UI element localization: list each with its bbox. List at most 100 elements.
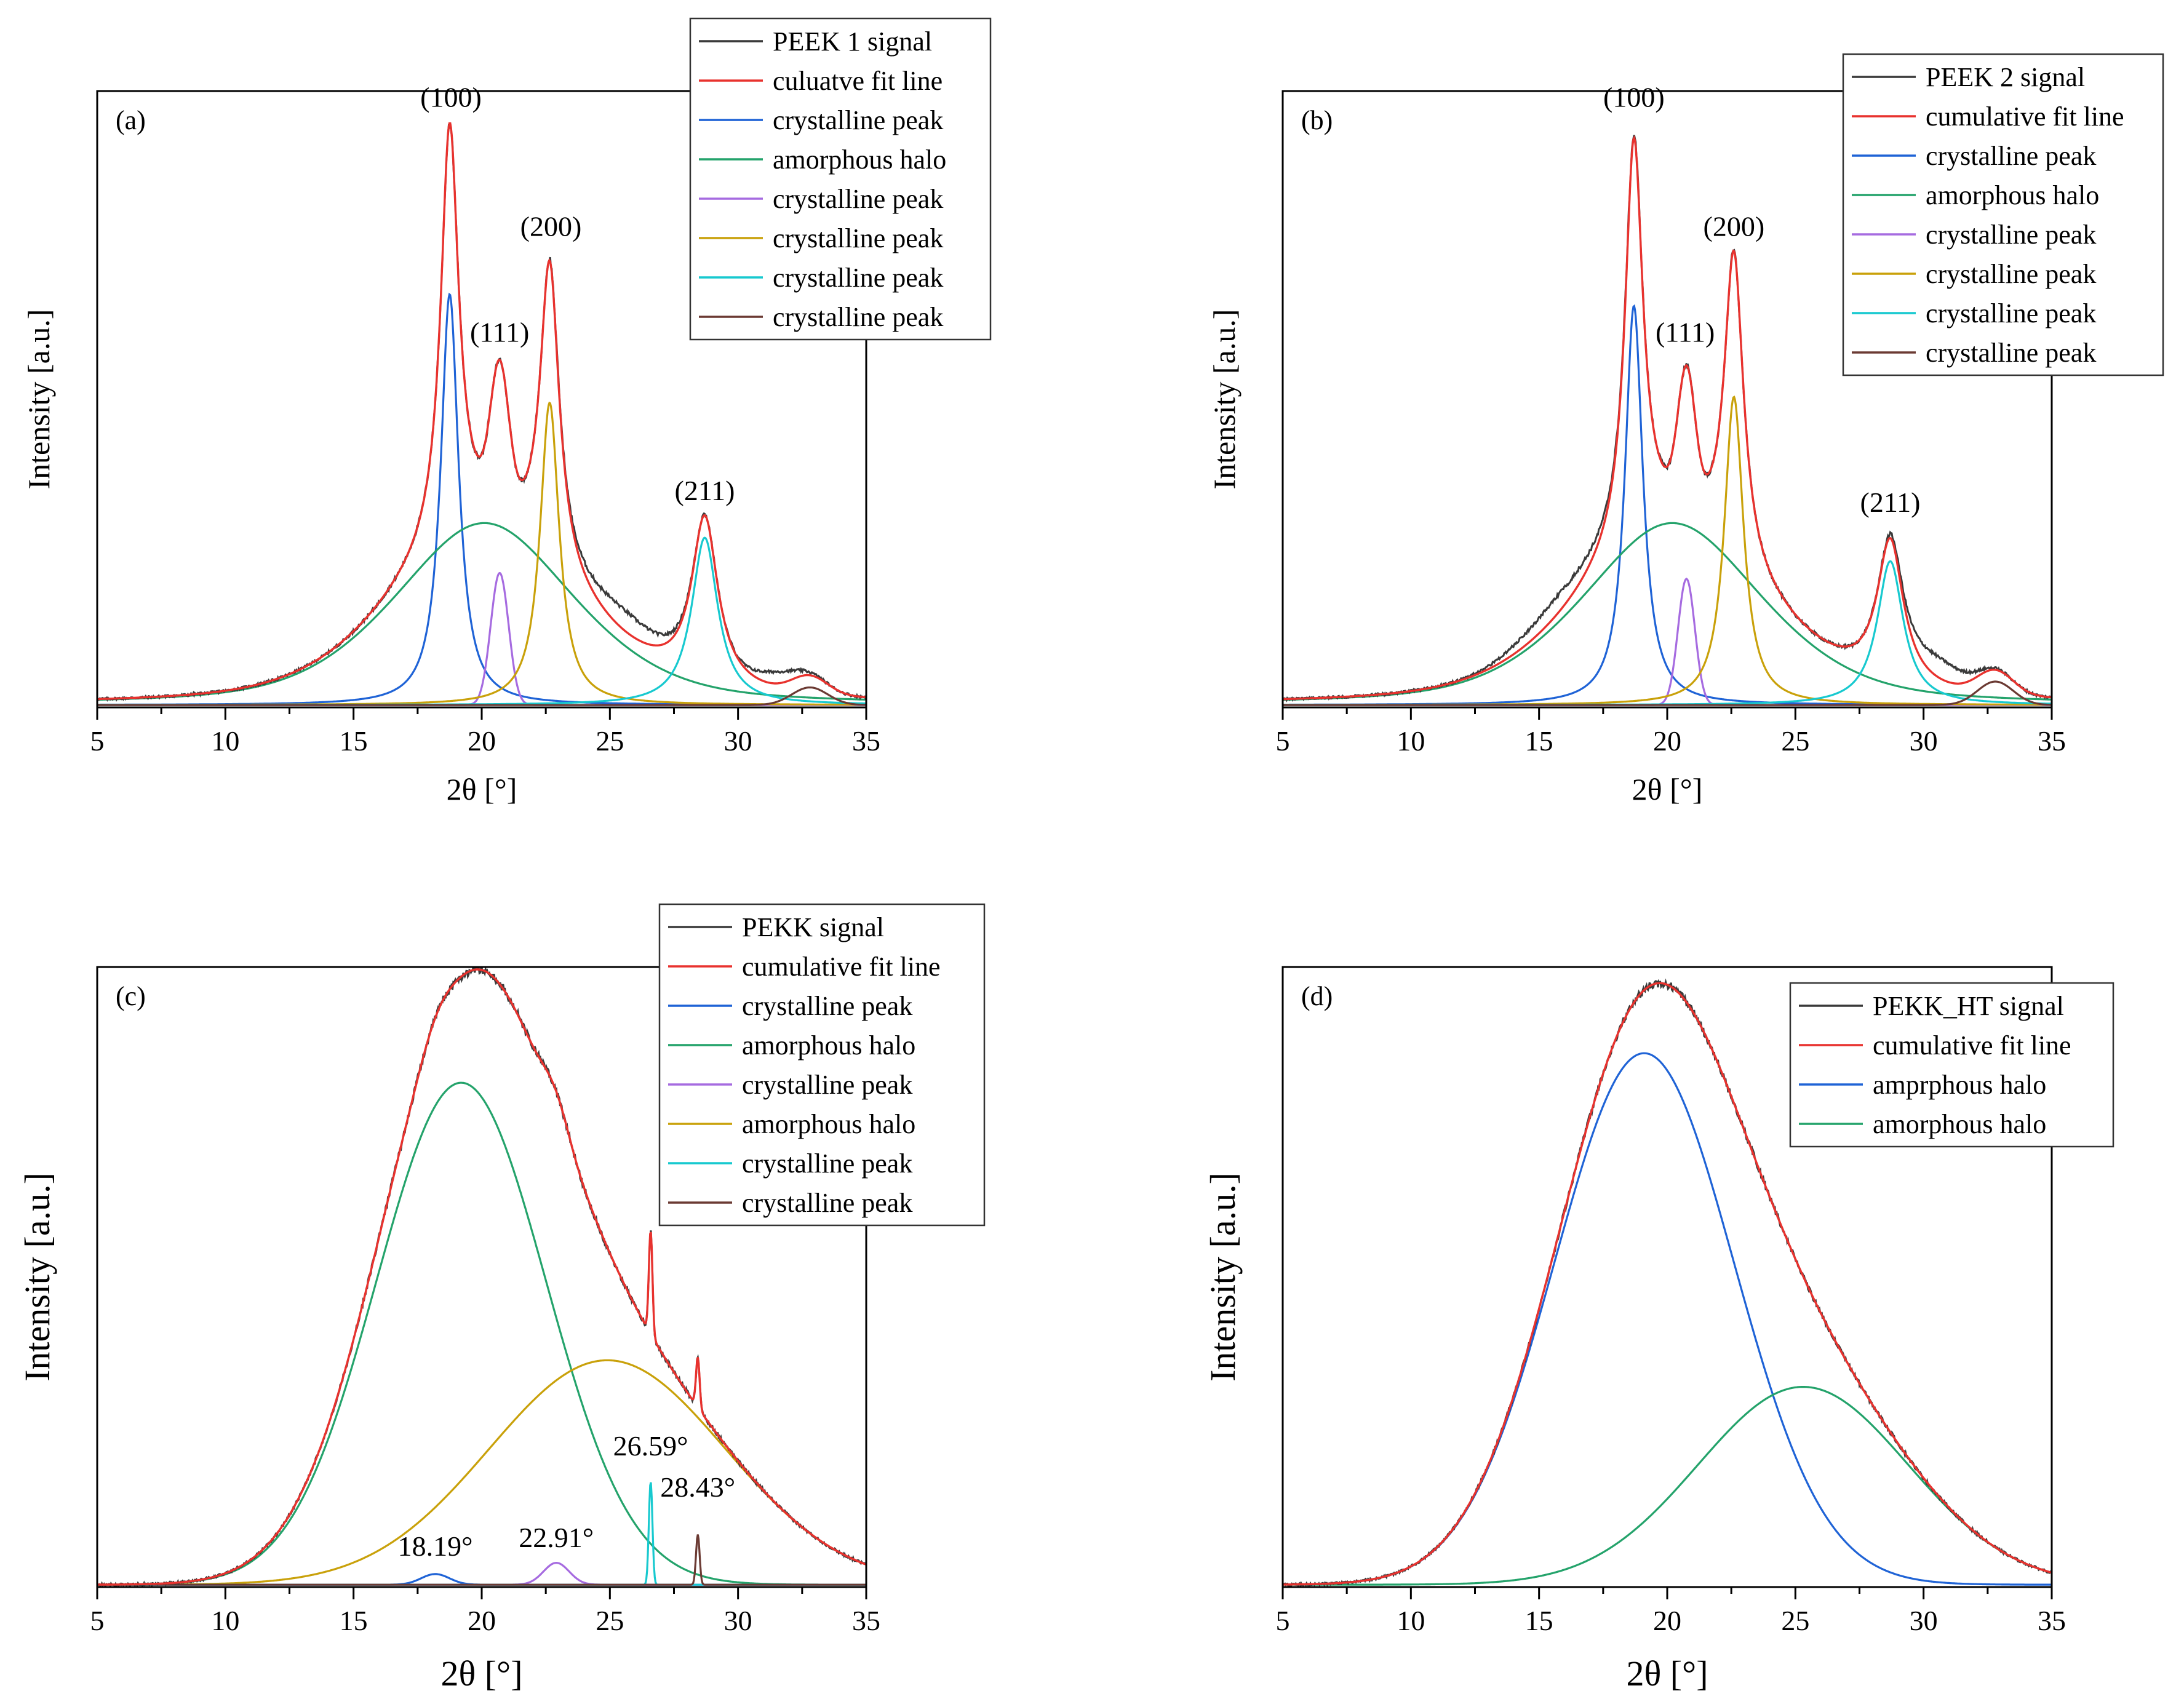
- y-axis-label: Intensity [a.u.]: [1207, 309, 1241, 490]
- panel-c: 5 10 15 20 25 30 35 2θ [°] Intensity [a.u.] (c) 18…: [17, 903, 986, 1693]
- x-tick-label: 25: [596, 725, 624, 757]
- x-tick-label: 10: [211, 725, 239, 757]
- legend-entry: crystalline peak: [1926, 220, 2096, 250]
- x-axis-label: 2θ [°]: [1632, 772, 1703, 806]
- legend-box: [1842, 53, 2164, 376]
- legend-entry: amorphous halo: [773, 145, 946, 175]
- peak-label: 22.91°: [519, 1522, 594, 1553]
- legend-entry: culuatve fit line: [773, 66, 943, 96]
- legend-entry: cumulative fit line: [1926, 101, 2124, 132]
- y-axis-label: Intensity [a.u.]: [22, 309, 56, 490]
- cumulative-fit-curve: [1283, 135, 2052, 701]
- cumulative-fit-curve: [97, 968, 866, 1586]
- peak-label: 28.43°: [660, 1471, 735, 1503]
- y-axis-label: Intensity [a.u.]: [1203, 1172, 1243, 1382]
- peak-label: (111): [1656, 316, 1715, 348]
- panel-d: 5 10 15 20 25 30 35 2θ [°] Intensity [a.u.] (d) PE…: [1203, 966, 2114, 1693]
- x-tick-label: 35: [852, 725, 880, 757]
- panel-tag: (b): [1301, 105, 1333, 135]
- x-axis-label: 2θ [°]: [447, 772, 517, 806]
- x-tick-label: 5: [1276, 1605, 1290, 1636]
- x-tick-label: 30: [724, 1605, 752, 1636]
- x-axis-label: 2θ [°]: [1626, 1653, 1708, 1693]
- panel-tag: (a): [116, 105, 146, 135]
- legend-entry: amorphous halo: [1873, 1109, 2046, 1139]
- legend-entry: crystalline peak: [1926, 298, 2096, 328]
- legend-entry: crystalline peak: [773, 105, 943, 135]
- legend-box: [689, 17, 992, 341]
- legend-entry: crystalline peak: [1926, 338, 2096, 368]
- x-tick-label: 10: [1397, 1605, 1425, 1636]
- x-tick-label: 30: [1910, 725, 1938, 757]
- x-tick-label: 5: [90, 725, 105, 757]
- peak-label: (211): [1860, 487, 1921, 518]
- legend-entry: crystalline peak: [742, 1070, 912, 1100]
- panel-b: 5 10 15 20 25 30 35 2θ [°] Intensity [a.u.] (b) (1…: [1207, 53, 2164, 806]
- legend-entry: amprphous halo: [1873, 1070, 2046, 1100]
- legend-entry: crystalline peak: [1926, 259, 2096, 289]
- component-curve-2-green: [97, 522, 866, 701]
- x-tick-label: 15: [1525, 1605, 1553, 1636]
- legend-entry: crystalline peak: [742, 991, 912, 1021]
- x-tick-label: 20: [1653, 1605, 1681, 1636]
- legend: PEKK signal cumulative fit line crystallin…: [658, 903, 986, 1227]
- legend: PEEK 1 signal culuatve fit line crystallin…: [689, 17, 992, 341]
- x-tick-label: 15: [340, 1605, 368, 1636]
- x-tick-label: 35: [852, 1605, 880, 1636]
- component-curve-2-green: [1283, 522, 2052, 701]
- panel-tag: (d): [1301, 981, 1333, 1011]
- legend-entry: crystalline peak: [773, 302, 943, 332]
- x-axis-label: 2θ [°]: [440, 1653, 522, 1693]
- x-tick-label: 20: [468, 1605, 496, 1636]
- x-tick-label: 5: [1276, 725, 1290, 757]
- x-tick-label: 15: [340, 725, 368, 757]
- x-tick-label: 25: [596, 1605, 624, 1636]
- legend-entry: crystalline peak: [742, 1148, 912, 1179]
- plot-area: [1283, 978, 2052, 1587]
- component-curve-4-gold: [97, 1359, 866, 1586]
- x-tick-label: 25: [1781, 725, 1809, 757]
- legend: PEEK 2 signal cumulative fit line crystall…: [1842, 53, 2164, 376]
- x-tick-label: 10: [1397, 725, 1425, 757]
- peak-label: 26.59°: [613, 1430, 688, 1462]
- legend-entry: crystalline peak: [1926, 141, 2096, 171]
- x-tick-label: 10: [211, 1605, 239, 1636]
- legend-entry: crystalline peak: [773, 263, 943, 293]
- cumulative-fit-curve: [97, 122, 866, 701]
- legend-entry: crystalline peak: [742, 1188, 912, 1218]
- legend-entry: cumulative fit line: [1873, 1030, 2071, 1060]
- x-tick-label: 35: [2038, 1605, 2066, 1636]
- peak-label: (211): [675, 475, 735, 506]
- x-tick-label: 30: [724, 725, 752, 757]
- peak-label: (111): [470, 316, 529, 348]
- legend-entry: PEKK signal: [742, 912, 884, 942]
- legend-entry: PEEK 1 signal: [773, 26, 932, 57]
- plot-area: [97, 122, 866, 706]
- x-tick-label: 30: [1910, 1605, 1938, 1636]
- cumulative-fit-curve: [1283, 982, 2052, 1586]
- x-tick-label: 20: [468, 725, 496, 757]
- component-curve-6-brown: [97, 686, 866, 706]
- plot-area: [97, 967, 866, 1587]
- peak-label: (100): [1603, 82, 1665, 113]
- x-tick-label: 5: [90, 1605, 105, 1636]
- component-curve-6-brown: [97, 1534, 866, 1586]
- legend-entry: amorphous halo: [742, 1109, 915, 1139]
- component-curve-2-green: [1283, 1386, 2052, 1586]
- component-curve-6-brown: [1283, 680, 2052, 706]
- peak-label: (100): [420, 82, 482, 113]
- panel-tag: (c): [116, 981, 146, 1011]
- legend-entry: amorphous halo: [742, 1030, 915, 1060]
- legend-entry: crystalline peak: [773, 184, 943, 214]
- legend-entry: crystalline peak: [773, 223, 943, 253]
- peak-label: 18.19°: [398, 1530, 473, 1562]
- panel-a: 5 10 15 20 25 30 35 2θ [°] Intensity [a.u.] (a) (1…: [22, 17, 992, 806]
- plot-area: [1283, 135, 2052, 706]
- peak-label: (200): [1704, 211, 1765, 242]
- legend: PEKK_HT signal cumulative fit line amprpho…: [1789, 982, 2114, 1148]
- component-curve-2-green: [97, 1081, 866, 1586]
- legend-entry: PEEK 2 signal: [1926, 62, 2085, 92]
- legend-box: [658, 903, 986, 1227]
